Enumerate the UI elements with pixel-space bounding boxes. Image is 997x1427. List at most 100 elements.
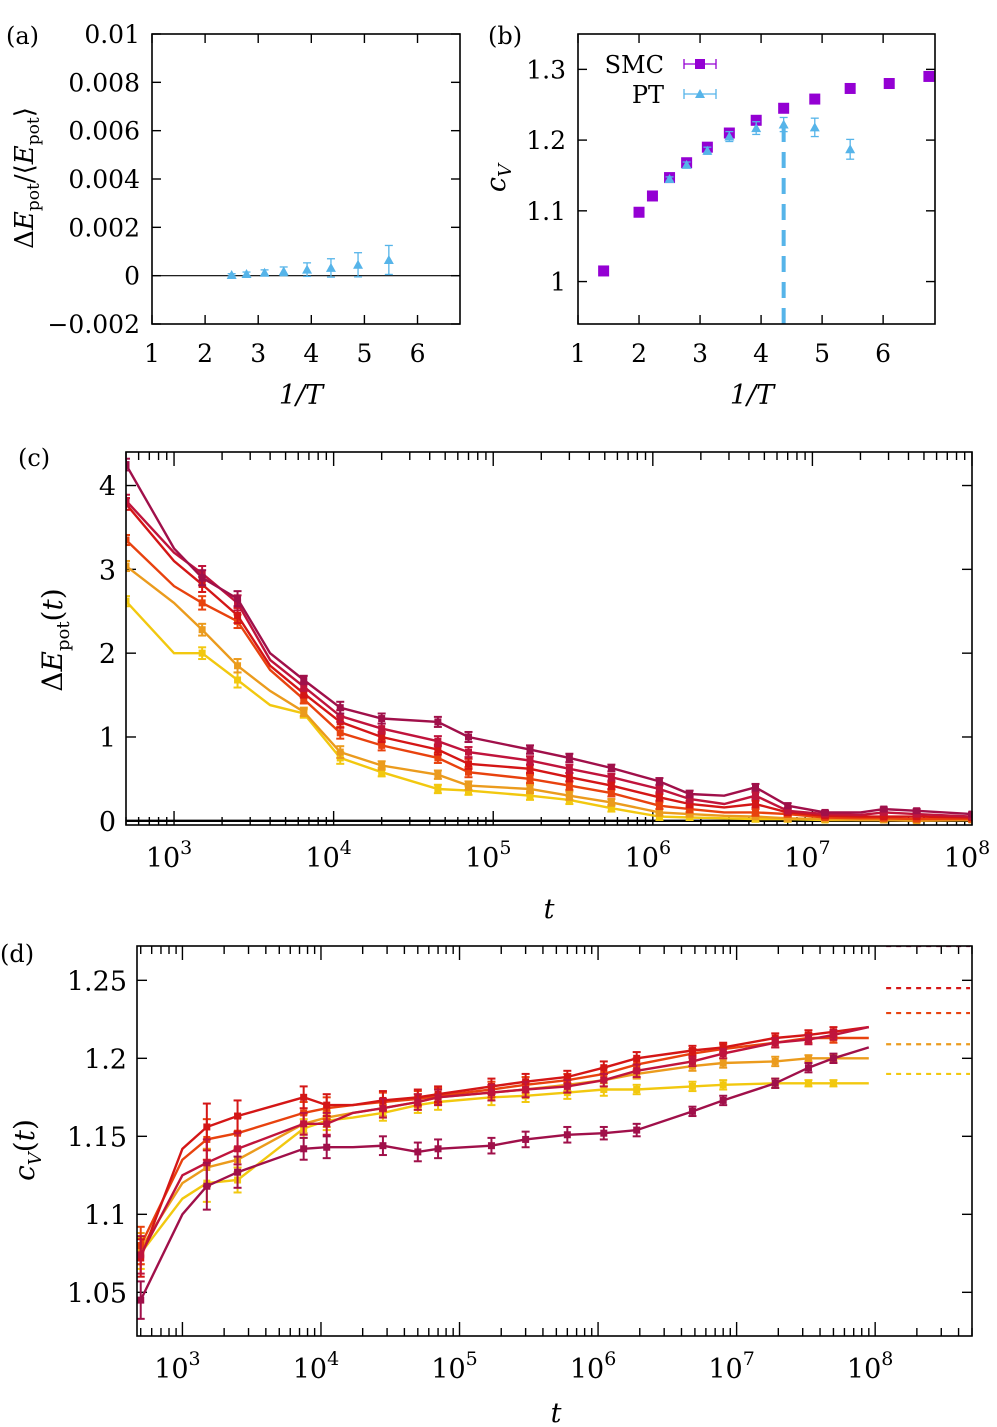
- panel-d: (d) 1.051.11.151.21.25 103 104 105 106 107 10…: [0, 940, 973, 1427]
- panel-d-plot: [137, 946, 973, 1336]
- data-point: [565, 773, 573, 781]
- data-point: [434, 771, 442, 779]
- data-point: [607, 773, 615, 781]
- data-point: [379, 1104, 387, 1112]
- data-point: [234, 611, 242, 619]
- data-point: [126, 461, 130, 469]
- data-point: [234, 1112, 242, 1120]
- y-tick-label: −0.002: [47, 310, 140, 339]
- data-point: [719, 1081, 727, 1089]
- data-point: [336, 729, 344, 737]
- panel-b-frame: [577, 33, 936, 325]
- panel-a-y-axis-label: ΔEpot/⟨Epot⟩: [10, 107, 44, 249]
- data-point: [719, 1059, 727, 1067]
- data-point: [752, 808, 760, 816]
- data-point: [353, 259, 364, 269]
- data-point: [300, 683, 308, 691]
- data-point: [655, 793, 663, 801]
- data-point: [323, 1120, 331, 1128]
- data-point: [526, 785, 534, 793]
- data-point: [378, 725, 386, 733]
- legend-marker: [695, 59, 705, 69]
- data-point: [203, 1123, 211, 1131]
- y-tick-label: 1.1: [84, 1200, 127, 1231]
- data-point: [522, 1135, 530, 1143]
- plot-area: [137, 946, 970, 1320]
- data-point: [323, 1101, 331, 1109]
- data-point: [771, 1057, 779, 1065]
- data-point: [686, 805, 694, 813]
- error-bar: [126, 595, 130, 608]
- data-point: [565, 792, 573, 800]
- panel-d-label: (d): [0, 940, 34, 968]
- data-point: [633, 1067, 641, 1075]
- y-tick-label: 1.2: [526, 126, 566, 155]
- panel-c-frame: [125, 451, 973, 826]
- data-point: [688, 1082, 696, 1090]
- y-tick-label: 0.006: [68, 117, 140, 146]
- data-point: [378, 715, 386, 723]
- data-point: [465, 768, 473, 776]
- data-point: [771, 1079, 779, 1087]
- x-tick-label: 4: [753, 339, 769, 368]
- data-point: [607, 804, 615, 812]
- data-point: [434, 737, 442, 745]
- data-point: [809, 122, 820, 132]
- data-point: [336, 712, 344, 720]
- data-point: [137, 1251, 145, 1259]
- data-point: [565, 765, 573, 773]
- x-tick-label: 3: [692, 339, 708, 368]
- panel-c-y-tick-labels: 0 1 2 3 4: [99, 472, 116, 838]
- data-point: [600, 1064, 608, 1072]
- y-tick-label: 0.01: [84, 20, 140, 49]
- data-point: [300, 689, 308, 697]
- data-point: [137, 1296, 145, 1304]
- data-point: [526, 756, 534, 764]
- panel-b-x-tick-labels: 1 2 3 4 5 6: [570, 339, 891, 368]
- y-tick-label: 1.3: [526, 55, 566, 84]
- panel-d-frame: [136, 945, 973, 1337]
- data-point: [300, 1093, 308, 1101]
- data-point: [378, 733, 386, 741]
- data-point: [771, 1039, 779, 1047]
- data-point: [751, 123, 762, 133]
- panel-b-y-axis-label: cV: [481, 162, 516, 192]
- panel-b-plot: [577, 34, 935, 324]
- data-point: [829, 1054, 837, 1062]
- data-point: [434, 1145, 442, 1153]
- data-point: [724, 131, 735, 141]
- data-point: [300, 695, 308, 703]
- data-point: [465, 733, 473, 741]
- x-tick-label: 106: [625, 837, 671, 874]
- error-bar: [126, 457, 130, 472]
- data-point: [278, 266, 289, 276]
- data-point: [565, 754, 573, 762]
- data-point: [465, 760, 473, 768]
- data-point: [719, 1043, 727, 1051]
- data-point: [325, 262, 336, 272]
- data-point: [234, 662, 242, 670]
- data-point: [563, 1073, 571, 1081]
- panel-a-label: (a): [6, 22, 39, 50]
- data-point: [198, 649, 206, 657]
- panel-d-x-axis-label: t: [551, 1398, 562, 1427]
- x-tick-label: 1: [144, 339, 160, 368]
- data-point: [600, 1076, 608, 1084]
- data-point: [383, 254, 394, 264]
- data-point: [487, 1089, 495, 1097]
- data-point: [880, 805, 888, 813]
- y-tick-label: 1.25: [67, 966, 127, 997]
- data-point: [655, 777, 663, 785]
- panel-d-y-axis-label: cV(t): [8, 1119, 46, 1181]
- panel-a: (a) −0.002 0 0.002 0.004 0.006 0.008 0.01 1 2 3 4…: [6, 20, 461, 411]
- data-point: [203, 1182, 211, 1190]
- data-point: [378, 761, 386, 769]
- data-point: [336, 704, 344, 712]
- x-tick-label: 107: [708, 1348, 754, 1385]
- plot-area: [126, 457, 972, 825]
- data-point: [804, 1036, 812, 1044]
- data-point: [686, 800, 694, 808]
- data-point: [598, 265, 610, 277]
